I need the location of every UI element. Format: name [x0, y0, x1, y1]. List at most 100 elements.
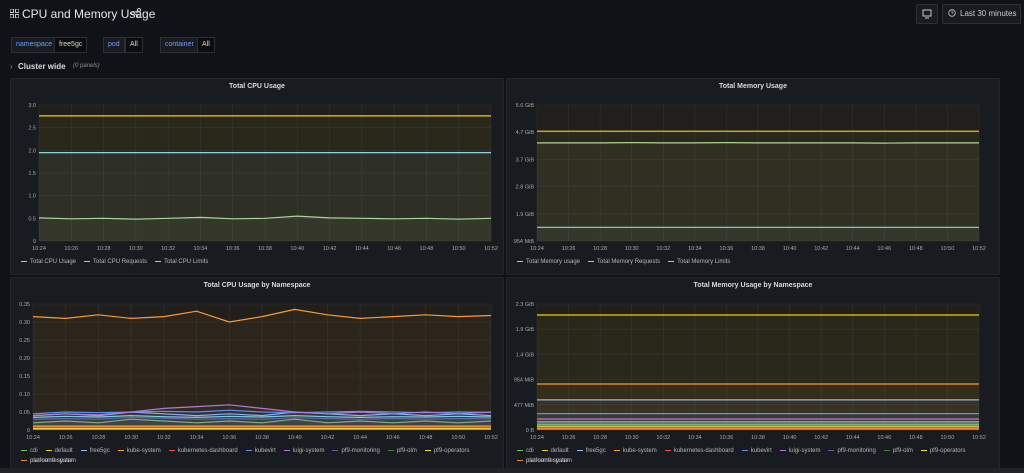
legend-swatch	[779, 449, 786, 452]
legend-label: pf9-monitoring	[341, 448, 380, 454]
legend-swatch	[668, 260, 675, 263]
legend-label: Total CPU Usage	[30, 259, 77, 265]
legend-item[interactable]: kubernetes-dashboard	[168, 446, 238, 456]
x-tick-label: 10:40	[288, 435, 302, 441]
series-fill	[537, 131, 979, 241]
legend-label: platform9-system	[526, 458, 573, 464]
legend-swatch	[45, 449, 52, 452]
x-tick-label: 10:52	[484, 435, 498, 441]
x-tick-label: 10:48	[419, 435, 433, 441]
legend-item[interactable]: pso-namespace	[21, 456, 73, 466]
legend-item[interactable]: pf9-olm	[387, 446, 417, 456]
x-tick-label: 10:44	[846, 246, 860, 252]
legend-item[interactable]: Total Memory Limits	[668, 257, 730, 267]
x-tick-label: 10:34	[194, 246, 208, 252]
legend-item[interactable]: kube-system	[613, 446, 657, 456]
tv-mode-button[interactable]	[916, 4, 938, 24]
share-icon[interactable]	[131, 8, 141, 18]
x-tick-label: 10:28	[97, 246, 111, 252]
panel-title[interactable]: Total Memory Usage by Namespace	[693, 282, 813, 289]
series-line	[38, 215, 492, 220]
series-fill	[537, 142, 979, 241]
pod-select[interactable]: All	[125, 37, 143, 53]
namespace-select[interactable]: free5gc	[54, 37, 88, 53]
x-tick-label: 10:24	[26, 435, 40, 441]
legend-swatch	[920, 449, 927, 452]
legend-label: pf9-olm	[892, 448, 913, 454]
legend-item[interactable]: pf9-operators	[920, 446, 966, 456]
legend-swatch	[588, 260, 595, 263]
legend-label: free5gc	[89, 448, 110, 454]
legend-item[interactable]: luigi-system	[779, 446, 821, 456]
dashboard-title[interactable]: CPU and Memory Usage	[22, 7, 156, 21]
legend-item[interactable]: luigi-system	[283, 446, 324, 456]
legend-swatch	[517, 260, 523, 263]
legend-swatch	[155, 260, 162, 263]
dashboards-grid-icon[interactable]	[10, 9, 19, 18]
x-tick-label: 10:42	[321, 435, 335, 441]
legend-item[interactable]: kubevirt	[245, 446, 276, 456]
legend-item[interactable]: Total CPU Limits	[155, 257, 208, 267]
bottom-strip	[0, 468, 1024, 473]
x-tick-label: 10:38	[255, 435, 269, 441]
x-tick-label: 10:50	[941, 246, 955, 252]
legend-item[interactable]: pf9-monitoring	[828, 446, 876, 456]
legend-item[interactable]: Total Memory Requests	[588, 257, 660, 267]
legend-item[interactable]: cdi	[21, 446, 38, 456]
x-tick-label: 10:32	[161, 246, 175, 252]
legend-item[interactable]: Total CPU Requests	[84, 257, 147, 267]
legend-item[interactable]: default	[541, 446, 569, 456]
chart-total-memory-usage: 954 MiB 1.9 GiB 2.8 GiB 3.7 GiB 4.7 GiB 5.6 G…	[514, 103, 986, 252]
legend-item[interactable]: Total CPU Usage	[21, 257, 76, 267]
x-tick-label: 10:26	[562, 246, 576, 252]
legend-item[interactable]: pf9-operators	[424, 446, 470, 456]
legend-swatch	[517, 449, 523, 452]
legend-item[interactable]: default	[45, 446, 73, 456]
row-title: Cluster wide	[18, 62, 66, 71]
legend-swatch	[664, 449, 671, 452]
series-fill	[33, 426, 491, 430]
legend-swatch	[883, 449, 890, 452]
legend-item[interactable]: pf9-monitoring	[332, 446, 380, 456]
legend-item[interactable]: free5gc	[80, 446, 110, 456]
row-cluster-wide[interactable]: › Cluster wide (0 panels)	[0, 60, 1024, 74]
panel-title[interactable]: Total CPU Usage by Namespace	[203, 282, 311, 289]
legend-item[interactable]: Total Memory usage	[517, 257, 580, 267]
legend-label: Total Memory Requests	[597, 259, 661, 265]
legend-item[interactable]: kubevirt	[741, 446, 772, 456]
legend-item[interactable]: free5gc	[576, 446, 606, 456]
y-tick-label: 5.6 GiB	[516, 103, 535, 109]
time-range-picker[interactable]: Last 30 minutes	[942, 4, 1021, 24]
legend-label: cdi	[526, 448, 534, 454]
legend-item[interactable]: pso-namespace	[517, 456, 569, 466]
y-tick-label: 0.20	[19, 356, 30, 362]
x-tick-label: 10:36	[720, 246, 734, 252]
x-tick-label: 10:32	[157, 435, 171, 441]
x-tick-label: 10:44	[355, 246, 369, 252]
x-tick-label: 10:40	[783, 435, 797, 441]
x-tick-label: 10:50	[452, 246, 466, 252]
legend-label: luigi-system	[788, 448, 821, 454]
time-range-label: Last 30 minutes	[960, 9, 1017, 18]
x-tick-label: 10:36	[226, 246, 240, 252]
container-select[interactable]: All	[197, 37, 215, 53]
legend-item[interactable]: kubernetes-dashboard	[664, 446, 734, 456]
panel-title[interactable]: Total CPU Usage	[229, 83, 285, 90]
panel-title[interactable]: Total Memory Usage	[719, 83, 787, 90]
legend-item[interactable]: kube-system	[117, 446, 161, 456]
x-tick-label: 10:30	[129, 246, 143, 252]
series-fill	[39, 115, 491, 241]
series-fill	[39, 152, 491, 241]
legend-item[interactable]: pf9-olm	[883, 446, 913, 456]
series-fill	[33, 410, 491, 430]
x-tick-label: 10:38	[751, 246, 765, 252]
x-tick-label: 10:48	[909, 435, 923, 441]
panel-total-cpu-usage: Total CPU Usage 0 0.5 1.0 1.5 2.0 2.5 3.0 10:24…	[10, 78, 504, 275]
legend-swatch	[541, 449, 548, 452]
series-fill	[537, 399, 979, 430]
x-tick-label: 10:48	[909, 246, 923, 252]
legend-item[interactable]: cdi	[517, 446, 534, 456]
clock-icon	[948, 9, 956, 17]
legend-label: kube-system	[622, 448, 657, 454]
x-tick-label: 10:24	[32, 246, 46, 252]
